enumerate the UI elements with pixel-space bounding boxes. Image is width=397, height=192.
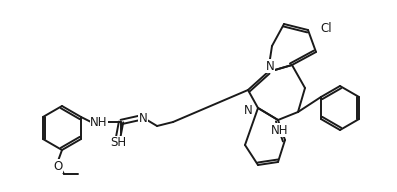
Text: O: O bbox=[53, 160, 63, 172]
Text: SH: SH bbox=[110, 137, 126, 150]
Text: NH: NH bbox=[271, 123, 289, 137]
Text: N: N bbox=[266, 60, 274, 73]
Text: NH: NH bbox=[90, 116, 108, 128]
Text: Cl: Cl bbox=[320, 22, 332, 35]
Text: N: N bbox=[139, 112, 147, 124]
Text: N: N bbox=[244, 104, 252, 118]
